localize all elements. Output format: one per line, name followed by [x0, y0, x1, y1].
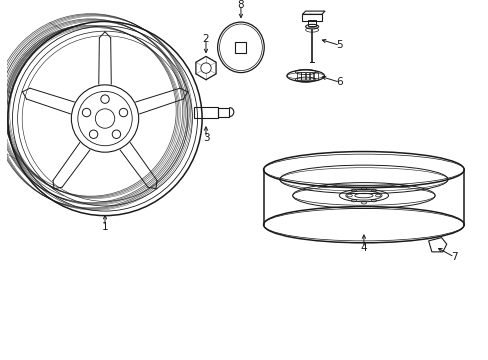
Bar [301, 72, 305, 80]
Bar [218, 108, 229, 117]
Text: 8: 8 [237, 0, 244, 10]
Bar [313, 72, 317, 80]
Bar [305, 72, 308, 80]
Text: 2: 2 [202, 34, 209, 44]
Bar [302, 14, 321, 21]
Text: 4: 4 [360, 243, 366, 253]
Text: 1: 1 [102, 222, 108, 231]
Text: 5: 5 [336, 40, 343, 50]
Bar [309, 72, 313, 80]
Text: 7: 7 [450, 252, 457, 262]
Bar [307, 19, 315, 26]
Text: 6: 6 [336, 77, 343, 87]
Text: 3: 3 [202, 133, 209, 143]
Bar [193, 107, 218, 118]
Bar [297, 72, 300, 80]
